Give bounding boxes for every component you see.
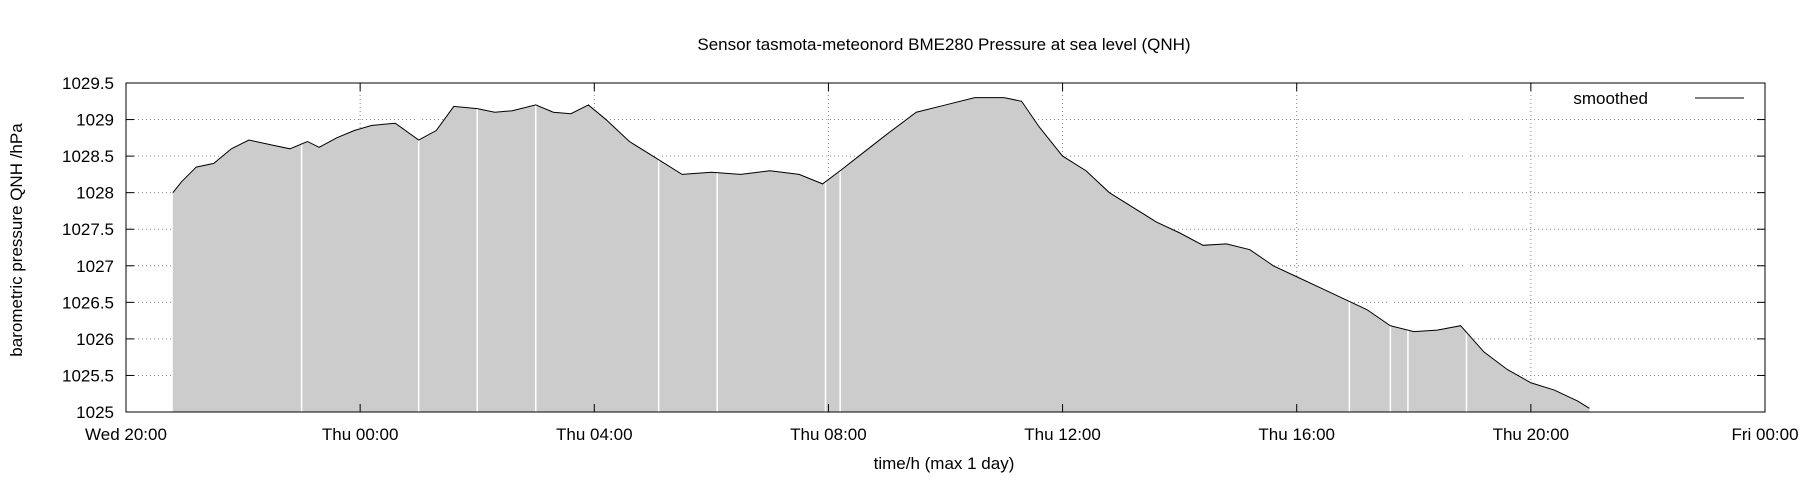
y-tick-label: 1029 <box>76 111 114 130</box>
legend-label-smoothed: smoothed <box>1573 89 1648 108</box>
x-tick-label: Thu 04:00 <box>556 425 633 444</box>
x-tick-label: Thu 12:00 <box>1024 425 1101 444</box>
y-tick-label: 1028 <box>76 184 114 203</box>
y-tick-label: 1026.5 <box>62 293 114 312</box>
x-tick-label: Thu 00:00 <box>322 425 399 444</box>
chart-title: Sensor tasmota-meteonord BME280 Pressure… <box>697 35 1190 54</box>
plot-frame <box>125 82 1766 413</box>
ticks: 1025 1025.5 1026 1026.5 1027 1027.5 1028 1028.5… <box>62 74 1799 444</box>
smoothed-line-layer <box>172 97 1590 409</box>
y-tick-label: 1028.5 <box>62 147 114 166</box>
y-axis-label: barometric pressure QNH /hPa <box>7 123 26 357</box>
pressure-area <box>172 97 1590 412</box>
y-tick-label: 1027.5 <box>62 220 114 239</box>
y-tick-label: 1029.5 <box>62 74 114 93</box>
x-tick-label: Thu 08:00 <box>790 425 867 444</box>
y-tick-label: 1025.5 <box>62 366 114 385</box>
x-tick-label: Thu 16:00 <box>1258 425 1335 444</box>
legend: smoothed <box>1573 89 1744 108</box>
x-tick-label: Fri 00:00 <box>1731 425 1798 444</box>
y-tick-label: 1026 <box>76 330 114 349</box>
y-tick-label: 1027 <box>76 257 114 276</box>
x-tick-label: Wed 20:00 <box>85 425 167 444</box>
x-axis-label: time/h (max 1 day) <box>874 454 1015 473</box>
x-tick-label: Thu 20:00 <box>1493 425 1570 444</box>
area-fill-layer <box>172 85 1590 412</box>
y-tick-label: 1025 <box>76 403 114 422</box>
smoothed-line <box>172 97 1590 409</box>
